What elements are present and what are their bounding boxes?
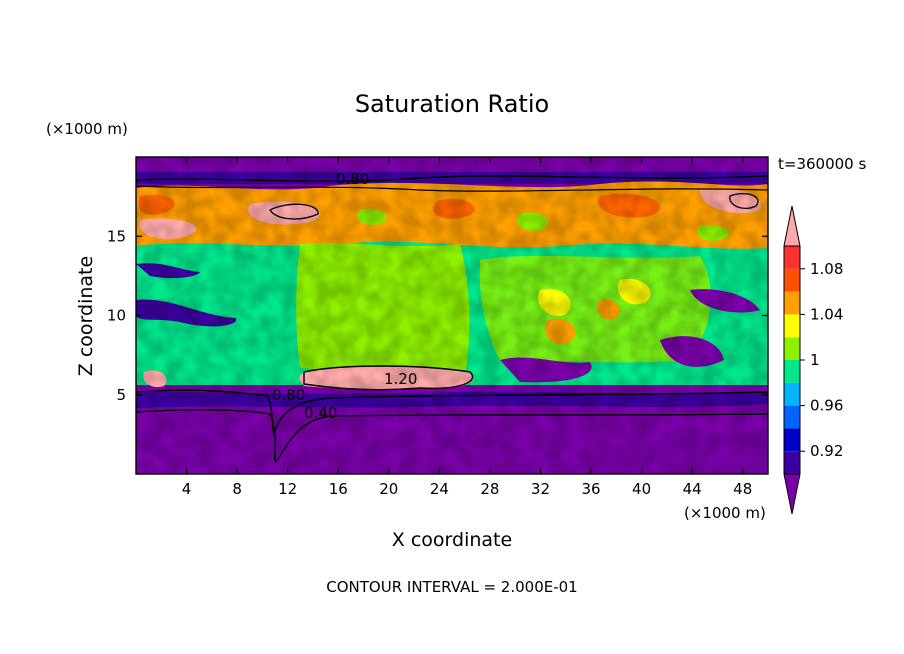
noise-overlay bbox=[136, 157, 768, 474]
y-tick-label: 10 bbox=[107, 307, 126, 325]
contour-label-upper: 0.80 bbox=[336, 170, 369, 188]
contour-0.80-upper bbox=[136, 175, 768, 182]
contour-label-bottom: 0.40 bbox=[304, 404, 337, 422]
contour-1.20 bbox=[303, 365, 474, 391]
contour-0.80-lower bbox=[136, 389, 768, 437]
contour-0.40 bbox=[136, 409, 768, 464]
colorbar-bin bbox=[784, 268, 800, 292]
footer-contour-interval: CONTOUR INTERVAL = 2.000E-01 bbox=[326, 578, 577, 596]
x-tick-label: 20 bbox=[379, 480, 398, 498]
y-tick-label: 15 bbox=[107, 227, 126, 245]
x-tick-label: 36 bbox=[581, 480, 600, 498]
colorbar-tick-label: 0.96 bbox=[810, 397, 843, 415]
chart-title: Saturation Ratio bbox=[355, 90, 549, 118]
colorbar-over-triangle bbox=[783, 205, 801, 247]
contour-upper-band bbox=[136, 185, 768, 192]
colorbar-bin bbox=[784, 451, 800, 474]
y-tick-label: 5 bbox=[116, 386, 126, 404]
contour-small-upper bbox=[269, 192, 759, 220]
x-tick-label: 16 bbox=[329, 480, 348, 498]
colorbar-tick-label: 1.04 bbox=[810, 305, 843, 323]
y-axis-label: Z coordinate bbox=[75, 256, 97, 376]
colorbar-under-triangle bbox=[783, 473, 801, 515]
x-axis-label: X coordinate bbox=[392, 529, 512, 551]
colorbar-tick-label: 1 bbox=[810, 351, 820, 369]
x-tick-label: 40 bbox=[632, 480, 651, 498]
colorbar-bin bbox=[784, 382, 800, 406]
contour-label-lower: 0.80 bbox=[272, 386, 305, 404]
heatmap-field bbox=[136, 157, 768, 474]
y-unit-label: (×1000 m) bbox=[46, 120, 128, 138]
y-axis-ticks: 5 10 15 bbox=[107, 227, 768, 404]
colorbar-bin bbox=[784, 360, 800, 383]
colorbar: 0.92 0.96 1 1.04 1.08 bbox=[783, 205, 843, 515]
x-tick-label: 8 bbox=[232, 480, 242, 498]
x-tick-label: 32 bbox=[531, 480, 550, 498]
colorbar-bin bbox=[784, 246, 800, 269]
x-tick-label: 4 bbox=[182, 480, 192, 498]
x-tick-label: 28 bbox=[480, 480, 499, 498]
x-tick-label: 44 bbox=[683, 480, 702, 498]
colorbar-bin bbox=[784, 314, 800, 338]
colorbar-bin bbox=[784, 291, 800, 315]
colorbar-bin bbox=[784, 428, 800, 452]
x-tick-label: 12 bbox=[278, 480, 297, 498]
x-unit-label: (×1000 m) bbox=[684, 504, 766, 522]
colorbar-tick-label: 1.08 bbox=[810, 260, 843, 278]
colorbar-bin bbox=[784, 337, 800, 360]
x-tick-label: 48 bbox=[733, 480, 752, 498]
time-label: t=360000 s bbox=[778, 155, 866, 173]
colorbar-tick-label: 0.92 bbox=[810, 442, 843, 460]
x-tick-label: 24 bbox=[430, 480, 449, 498]
contour-label-mid: 1.20 bbox=[384, 370, 417, 388]
colorbar-bin bbox=[784, 405, 800, 429]
x-axis-ticks: 4 8 12 16 20 24 28 32 36 40 44 48 bbox=[182, 157, 752, 498]
